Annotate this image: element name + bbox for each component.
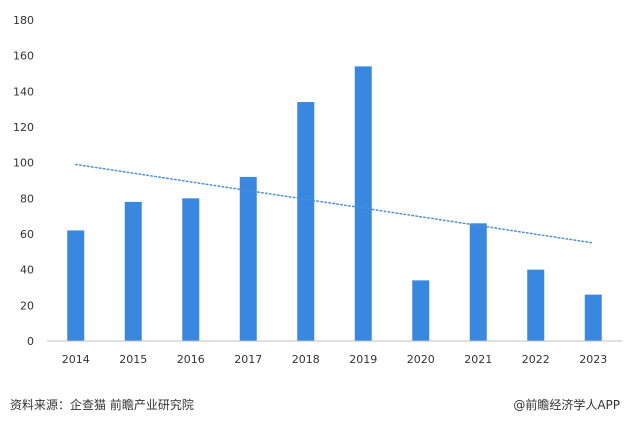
y-tick-label: 0 (27, 335, 34, 348)
bar-2021 (469, 223, 487, 341)
y-tick-label: 100 (13, 157, 34, 170)
y-tick-label: 60 (20, 228, 34, 241)
x-axis-ticks: 2014 2015 2016 2017 2018 2019 2020 2021 2022 2023 (62, 353, 608, 366)
trend-line (75, 163, 594, 244)
y-axis-ticks: 0 20 40 60 80 100 120 140 160 180 (13, 14, 34, 348)
bars (67, 66, 602, 342)
bar-2023 (584, 294, 602, 341)
x-tick-label: 2015 (119, 353, 147, 366)
bar-2014 (67, 230, 85, 341)
x-tick-label: 2016 (177, 353, 205, 366)
x-tick-label: 2018 (292, 353, 320, 366)
x-tick-label: 2022 (522, 353, 550, 366)
bar-2016 (182, 198, 200, 341)
y-tick-label: 160 (13, 50, 34, 63)
y-tick-label: 180 (13, 14, 34, 27)
bar-2017 (239, 176, 257, 341)
y-tick-label: 40 (20, 264, 34, 277)
bar-2019 (354, 66, 372, 341)
bar-2020 (412, 280, 430, 341)
source-note: 资料来源：企查猫 前瞻产业研究院 (10, 398, 194, 412)
x-tick-label: 2019 (349, 353, 377, 366)
x-tick-label: 2017 (234, 353, 262, 366)
y-tick-label: 140 (13, 85, 34, 98)
y-tick-label: 120 (13, 121, 34, 134)
brand-credit: @前瞻经济学人APP (513, 398, 620, 412)
bar-2022 (527, 269, 545, 341)
y-tick-label: 20 (20, 299, 34, 312)
bar-2015 (124, 201, 142, 341)
x-tick-label: 2014 (62, 353, 90, 366)
x-tick-label: 2021 (464, 353, 492, 366)
x-tick-label: 2023 (579, 353, 607, 366)
bar-2018 (297, 102, 315, 342)
y-tick-label: 80 (20, 192, 34, 205)
x-tick-label: 2020 (407, 353, 435, 366)
